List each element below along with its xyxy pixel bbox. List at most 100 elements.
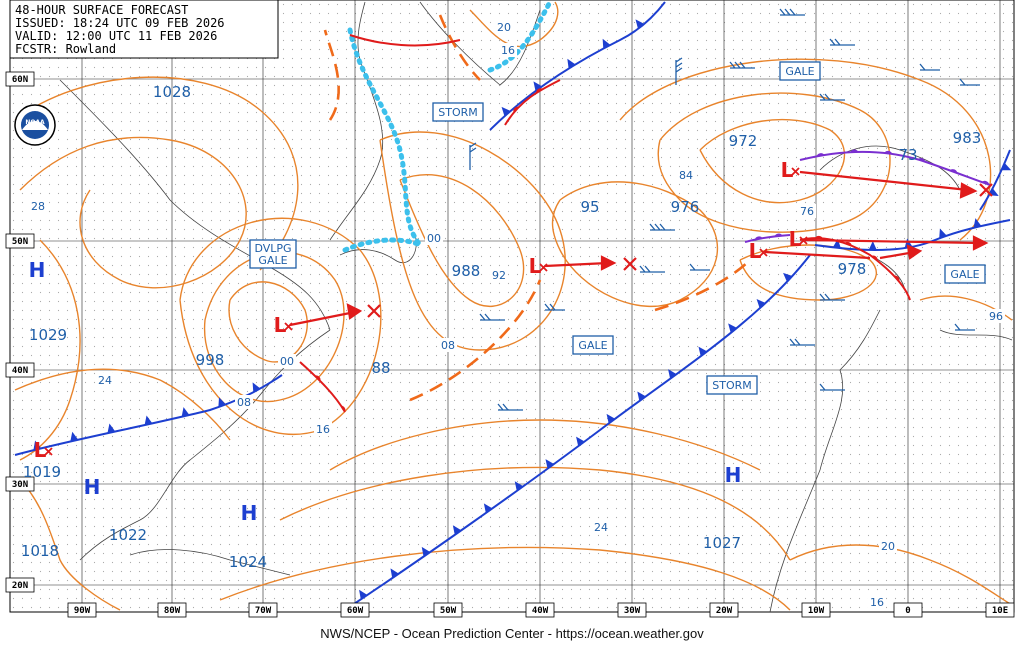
longitude-label: 50W bbox=[440, 606, 457, 616]
longitude-label: 20W bbox=[716, 606, 733, 616]
isobar-label: 20 bbox=[881, 540, 895, 553]
longitude-label-box bbox=[525, 602, 555, 618]
isobar-label: 08 bbox=[441, 339, 455, 352]
pressure-label: 73 bbox=[898, 146, 917, 164]
pressure-label: 1027 bbox=[703, 534, 741, 552]
isobar-label-bg bbox=[495, 20, 513, 34]
longitude-label: 0 bbox=[905, 606, 910, 616]
longitude-label-box bbox=[248, 602, 278, 618]
longitude-label-box bbox=[893, 602, 923, 618]
isobar-label-bg bbox=[278, 354, 296, 368]
warm-front-pip bbox=[850, 149, 859, 153]
cold-front-pip bbox=[783, 272, 793, 282]
low-center: L bbox=[749, 239, 762, 263]
latitude-label: 40N bbox=[12, 366, 28, 376]
header-valid: VALID: 12:00 UTC 11 FEB 2026 bbox=[15, 29, 217, 43]
pressure-label: 972 bbox=[729, 132, 758, 150]
cold-front-pip bbox=[514, 481, 524, 491]
isobar-label-bg bbox=[490, 268, 508, 282]
latitude-label-box bbox=[5, 362, 35, 378]
isobar-label-bg bbox=[439, 338, 457, 352]
header-block: 48-HOUR SURFACE FORECAST ISSUED: 18:24 U… bbox=[9, 0, 279, 59]
cold-front-pip bbox=[218, 397, 226, 408]
isobar-label-bg bbox=[29, 199, 47, 213]
front bbox=[979, 149, 1011, 211]
longitude-label-box bbox=[985, 602, 1015, 618]
pressure-label: 88 bbox=[371, 359, 390, 377]
isobar-label-bg bbox=[499, 43, 517, 57]
warning-label: STORM bbox=[712, 379, 752, 392]
longitude-label-box bbox=[340, 602, 370, 618]
longitude-label: 40W bbox=[532, 606, 549, 616]
cold-front-pip bbox=[501, 106, 511, 117]
pressure-label: 1022 bbox=[109, 526, 147, 544]
front bbox=[344, 254, 811, 611]
warm-front-pip bbox=[340, 405, 346, 412]
wind-barbs bbox=[469, 8, 980, 411]
warning-box bbox=[944, 264, 986, 284]
warm-front-pip bbox=[893, 275, 900, 282]
cold-front-pip bbox=[107, 423, 116, 434]
low-center: L bbox=[789, 227, 802, 251]
isobar-label: 00 bbox=[280, 355, 294, 368]
cold-front-pip bbox=[144, 415, 153, 426]
warning-label: STORM bbox=[438, 106, 478, 119]
high-center: H bbox=[241, 501, 258, 525]
warning-box bbox=[432, 102, 484, 122]
latitude-label: 30N bbox=[12, 480, 28, 490]
warm-front-pip bbox=[917, 157, 926, 162]
longitude-label: 30W bbox=[624, 606, 641, 616]
cold-front-pip bbox=[576, 436, 585, 447]
low-center: L bbox=[274, 313, 287, 337]
longitude-label: 70W bbox=[255, 606, 272, 616]
isobar-label-bg bbox=[592, 520, 610, 534]
isobar-label-bg bbox=[868, 595, 886, 609]
latitude-label: 60N bbox=[12, 75, 28, 85]
troughs bbox=[323, 14, 751, 402]
cold-front-pip bbox=[421, 546, 431, 557]
pressure-label: 1024 bbox=[229, 553, 267, 571]
high-center: H bbox=[29, 258, 46, 282]
cold-front-pip bbox=[567, 58, 576, 69]
footer: NWS/NCEP - Ocean Prediction Center - htt… bbox=[320, 626, 704, 641]
cold-front-pip bbox=[70, 431, 79, 442]
cold-front-pip bbox=[533, 81, 542, 91]
noaa-logo: NOAA bbox=[14, 104, 56, 146]
cold-front-pip bbox=[637, 391, 646, 402]
pressure-label: 998 bbox=[196, 351, 225, 369]
isobar-label: 00 bbox=[427, 232, 441, 245]
low-center: L bbox=[34, 438, 47, 462]
cold-front-pip bbox=[33, 440, 42, 451]
header-title: 48-HOUR SURFACE FORECAST bbox=[15, 3, 188, 17]
warm-front-pip bbox=[774, 233, 783, 237]
low-center-mark bbox=[44, 447, 53, 456]
cold-front-pip bbox=[756, 299, 766, 309]
low-center-mark bbox=[791, 167, 800, 176]
longitude-label: 10W bbox=[808, 606, 825, 616]
isobar-label: 16 bbox=[870, 596, 884, 609]
isobar-label: 16 bbox=[316, 423, 330, 436]
header-forecaster: FCSTR: Rowland bbox=[15, 42, 116, 56]
cold-front-pip bbox=[602, 38, 611, 49]
pressure-label: 978 bbox=[838, 260, 867, 278]
isobar-label-bg bbox=[798, 204, 816, 218]
front bbox=[504, 79, 561, 126]
cold-front-pip bbox=[868, 240, 877, 250]
warning-box bbox=[706, 375, 758, 395]
longitude-label-box bbox=[67, 602, 97, 618]
cold-front-pip bbox=[390, 568, 399, 579]
front bbox=[799, 150, 991, 186]
warm-front-pip bbox=[816, 153, 825, 157]
cold-front-pip bbox=[545, 459, 555, 469]
cold-front-pip bbox=[698, 346, 708, 357]
isobar-label: 96 bbox=[989, 310, 1003, 323]
map-labels: 60N 50N 40N 30N 20N 90W 80W 70W 60W 50W 40W 30W 20W 1… bbox=[5, 20, 1015, 618]
longitude-label-box bbox=[617, 602, 647, 618]
pressure-label: 988 bbox=[452, 262, 481, 280]
front bbox=[744, 234, 791, 243]
cold-front-pip bbox=[973, 218, 982, 228]
isobar-label-bg bbox=[96, 373, 114, 387]
isobar-label: 92 bbox=[492, 269, 506, 282]
warm-front-pip bbox=[949, 169, 958, 174]
cold-front-pip bbox=[939, 228, 947, 239]
